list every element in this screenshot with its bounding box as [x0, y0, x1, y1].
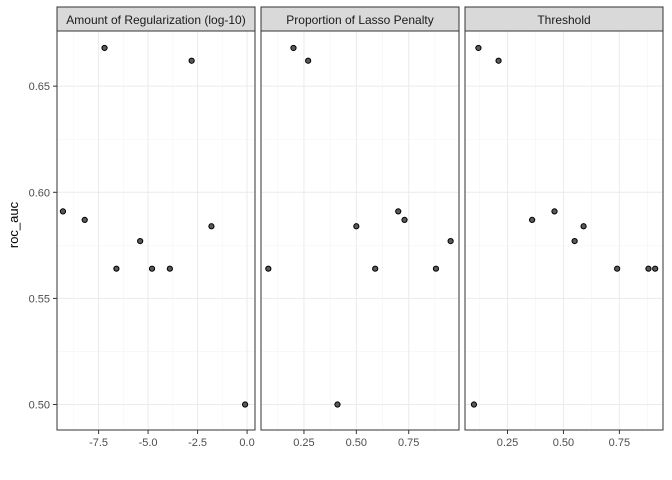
data-point	[529, 216, 536, 223]
y-tick-label: 0.65	[29, 81, 50, 93]
facet-strip-title: Amount of Regularization (log-10)	[66, 13, 245, 27]
facet-strip	[260, 6, 460, 32]
data-point	[645, 265, 652, 272]
data-point	[580, 223, 587, 230]
panel-border	[464, 30, 664, 431]
data-point	[334, 401, 341, 408]
data-point	[290, 44, 297, 52]
data-point	[81, 216, 88, 223]
data-point	[242, 401, 249, 408]
facet-panel: Amount of Regularization (log-10) -7.5 -5.…	[56, 6, 256, 449]
data-point	[372, 265, 379, 272]
data-point	[652, 265, 659, 272]
data-point	[395, 208, 402, 215]
data-point	[353, 223, 360, 230]
y-tick-label: 0.60	[29, 187, 50, 199]
data-point	[265, 265, 272, 272]
x-tick-label: -7.5	[89, 437, 108, 449]
y-tick-label: 0.50	[29, 400, 50, 412]
data-point	[475, 44, 482, 52]
data-point	[113, 265, 120, 272]
panel-border	[56, 30, 256, 431]
facet-strip	[464, 6, 664, 32]
data-point	[432, 265, 440, 272]
data-point	[305, 57, 312, 64]
x-tick-label: 0.50	[553, 437, 574, 449]
facet-strip-title: Threshold	[537, 13, 590, 27]
x-tick-label: 0.0	[239, 437, 254, 449]
data-point	[495, 57, 502, 64]
x-tick-label: 0.75	[398, 437, 419, 449]
x-tick-label: 0.50	[346, 437, 367, 449]
panel-background	[261, 31, 459, 430]
panel-background	[465, 31, 663, 430]
facet-strip-title: Proportion of Lasso Penalty	[286, 13, 433, 27]
panel-background	[57, 31, 255, 430]
y-tick-label: 0.55	[29, 293, 50, 305]
data-point	[101, 44, 108, 52]
data-point	[166, 265, 173, 272]
data-point	[401, 216, 408, 223]
facet-panel: Threshold 0.25 0.50 0.75	[464, 6, 664, 449]
facet-panels: Amount of Regularization (log-10) -7.5 -5.…	[56, 6, 664, 449]
x-tick-label: 0.75	[609, 437, 630, 449]
data-point	[614, 265, 621, 272]
data-point	[137, 238, 144, 245]
x-tick-label: 0.25	[497, 437, 518, 449]
data-point	[188, 57, 195, 64]
data-point	[208, 223, 215, 230]
data-point	[447, 238, 454, 245]
data-point	[551, 208, 558, 215]
y-axis-title: roc_auc	[6, 201, 21, 248]
data-point	[470, 401, 478, 408]
data-point	[148, 265, 156, 272]
x-tick-label: 0.25	[293, 437, 314, 449]
facet-panel: Proportion of Lasso Penalty 0.25 0.50 0.75	[260, 6, 460, 449]
facet-strip	[56, 6, 256, 32]
panel-border	[260, 30, 460, 431]
x-tick-label: -5.0	[139, 437, 158, 449]
x-tick-label: -2.5	[188, 437, 207, 449]
data-point	[59, 208, 67, 215]
y-axis-ticks: 0.50 0.55 0.60 0.65	[29, 81, 57, 412]
data-point	[571, 238, 578, 245]
